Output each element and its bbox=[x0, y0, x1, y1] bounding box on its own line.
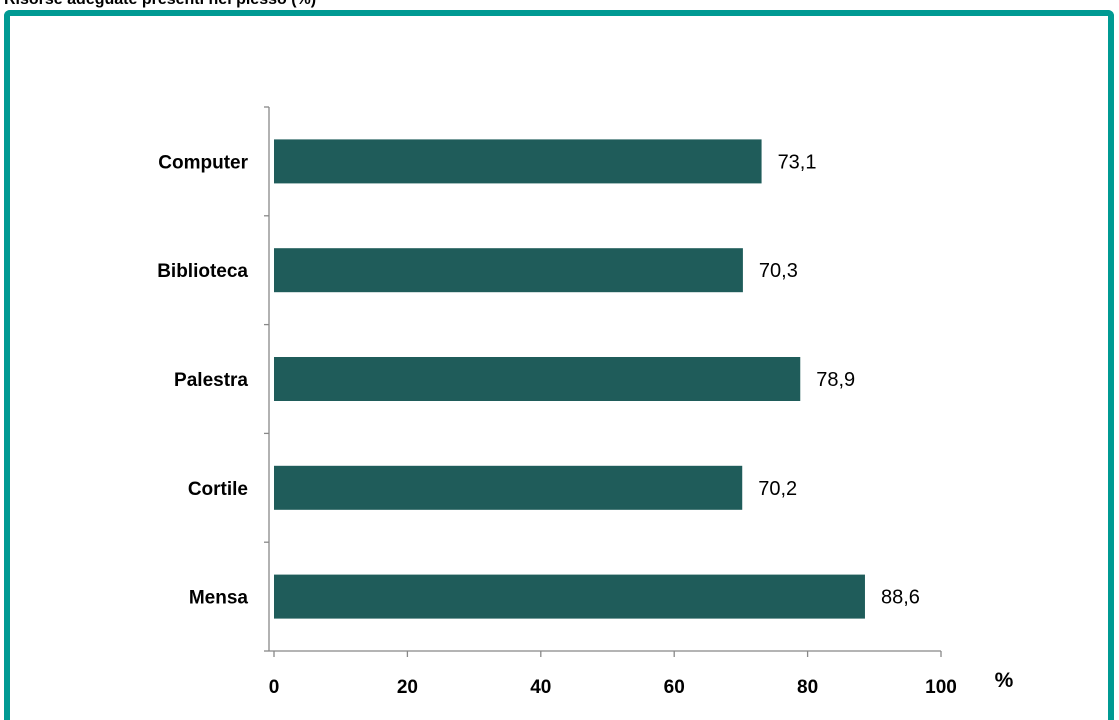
bar bbox=[274, 574, 865, 619]
bar bbox=[274, 465, 743, 510]
category-label: Cortile bbox=[188, 479, 248, 500]
category-label: Biblioteca bbox=[157, 261, 248, 282]
category-label: Mensa bbox=[189, 588, 249, 609]
x-tick-label: 60 bbox=[664, 677, 685, 698]
x-tick-label: 20 bbox=[397, 677, 418, 698]
category-label: Palestra bbox=[174, 370, 248, 391]
x-tick-label: 0 bbox=[269, 677, 280, 698]
x-tick-label: 40 bbox=[530, 677, 551, 698]
bar bbox=[274, 248, 743, 293]
data-label: 70,2 bbox=[758, 478, 797, 500]
data-label: 73,1 bbox=[778, 151, 817, 173]
category-label: Computer bbox=[158, 152, 248, 173]
chart-title: Risorse adeguate presenti nel plesso (%) bbox=[4, 0, 316, 9]
data-label: 78,9 bbox=[816, 369, 855, 391]
data-label: 88,6 bbox=[881, 587, 920, 609]
data-label: 70,3 bbox=[759, 260, 798, 282]
x-tick-label: 100 bbox=[925, 677, 957, 698]
x-tick-label: 80 bbox=[797, 677, 818, 698]
x-axis-label: % bbox=[995, 669, 1014, 692]
bar bbox=[274, 357, 801, 401]
bar bbox=[274, 139, 762, 184]
